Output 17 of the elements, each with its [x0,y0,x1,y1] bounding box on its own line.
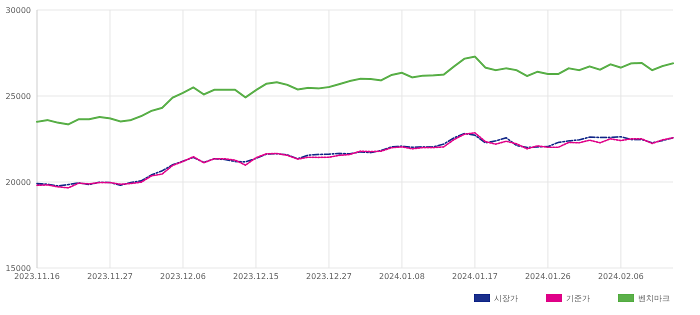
legend-label: 기준가 [566,294,590,303]
x-tick-label: 2023.12.15 [233,272,279,281]
legend-label: 시장가 [494,294,518,303]
legend-label: 벤치마크 [638,294,670,303]
x-tick-label: 2024.01.08 [379,272,425,281]
x-tick-label: 2024.01.26 [524,272,571,281]
y-tick-label: 30000 [6,6,31,15]
x-tick-label: 2024.02.06 [598,272,644,281]
x-tick-label: 2024.01.17 [452,272,498,281]
y-tick-label: 15000 [6,264,31,273]
y-tick-label: 25000 [6,92,31,101]
x-tick-label: 2023.12.27 [306,272,352,281]
x-tick-label: 2023.11.27 [87,272,133,281]
y-tick-label: 20000 [6,178,31,187]
x-tick-label: 2023.12.06 [160,272,206,281]
line-series [36,56,674,126]
x-tick-label: 2023.11.16 [14,272,60,281]
